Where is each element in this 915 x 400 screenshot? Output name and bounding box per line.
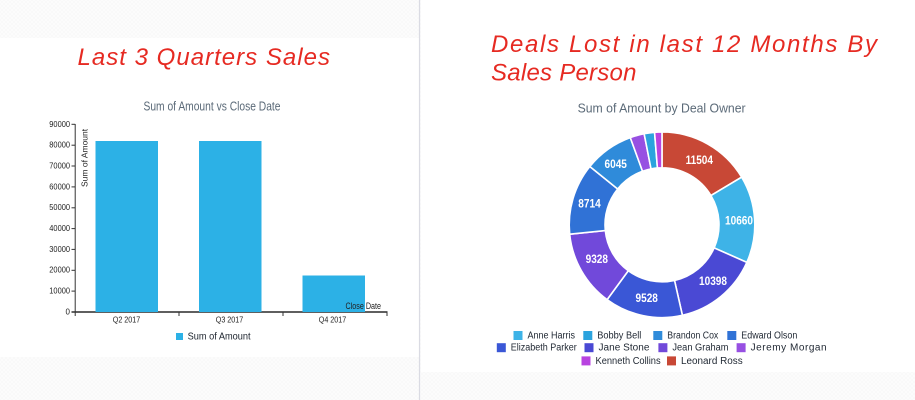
svg-text:10000: 10000	[49, 287, 70, 296]
svg-text:0: 0	[66, 307, 71, 316]
svg-text:Q2 2017: Q2 2017	[113, 315, 141, 325]
svg-text:Q3 2017: Q3 2017	[216, 315, 244, 325]
svg-text:Last 3 Quarters Sales: Last 3 Quarters Sales	[78, 44, 331, 71]
svg-text:Sum of Amount: Sum of Amount	[80, 128, 90, 187]
svg-text:30000: 30000	[49, 245, 70, 254]
svg-text:11504: 11504	[686, 155, 714, 167]
svg-text:9528: 9528	[636, 293, 659, 305]
svg-text:6045: 6045	[605, 159, 628, 171]
svg-text:10398: 10398	[699, 276, 728, 288]
svg-text:Sum of Amount by Deal Owner: Sum of Amount by Deal Owner	[578, 101, 747, 116]
svg-text:50000: 50000	[49, 203, 70, 212]
svg-text:Jeremy Morgan: Jeremy Morgan	[751, 343, 827, 354]
svg-text:90000: 90000	[49, 120, 70, 129]
svg-text:Close Date: Close Date	[346, 301, 382, 311]
svg-text:Bobby Bell: Bobby Bell	[597, 331, 641, 342]
svg-text:Jane Stone: Jane Stone	[599, 343, 650, 354]
svg-text:40000: 40000	[49, 224, 70, 233]
svg-text:Brandon Cox: Brandon Cox	[667, 331, 718, 342]
svg-text:Kenneth Collins: Kenneth Collins	[596, 356, 661, 367]
svg-text:Sum of Amount: Sum of Amount	[188, 332, 251, 343]
svg-text:Anne Harris: Anne Harris	[528, 331, 576, 342]
svg-text:9328: 9328	[586, 254, 609, 266]
svg-text:Deals Lost in last 12 Months B: Deals Lost in last 12 Months By	[491, 31, 879, 58]
svg-text:70000: 70000	[49, 161, 70, 170]
svg-text:8714: 8714	[578, 199, 601, 211]
svg-text:Jean Graham: Jean Graham	[672, 343, 728, 354]
svg-text:60000: 60000	[49, 182, 70, 191]
svg-text:Elizabeth Parker: Elizabeth Parker	[511, 343, 577, 354]
svg-text:Edward Olson: Edward Olson	[741, 331, 797, 342]
svg-text:10660: 10660	[725, 216, 753, 228]
svg-text:Sum of Amount vs Close Date: Sum of Amount vs Close Date	[144, 99, 281, 114]
svg-text:Q4 2017: Q4 2017	[319, 315, 347, 325]
svg-text:Sales Person: Sales Person	[491, 60, 637, 87]
svg-text:20000: 20000	[49, 266, 70, 275]
svg-text:80000: 80000	[49, 141, 70, 150]
svg-text:Leonard Ross: Leonard Ross	[681, 356, 743, 367]
